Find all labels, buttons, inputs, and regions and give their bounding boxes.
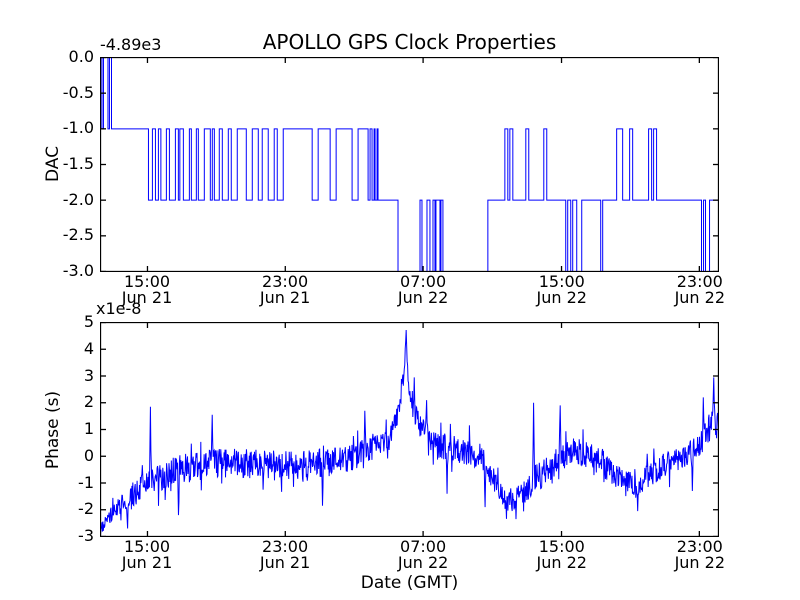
dac-y-tick-label: -2.5 — [62, 225, 94, 245]
tick-time-text: 15:00 — [538, 537, 585, 556]
phase-plot-canvas — [100, 322, 719, 537]
phase-y-tick-label: 3 — [83, 365, 94, 385]
phase-y-tick-label: 5 — [83, 312, 94, 331]
phase-y-tick-label: 2 — [83, 392, 94, 412]
dac-x-tick-label: 07:00 Jun 22 — [383, 274, 463, 306]
phase-y-tick-label: 0 — [83, 445, 94, 465]
phase-x-tick-label: 15:00 Jun 22 — [522, 539, 602, 571]
phase-y-tick-label: -3 — [78, 526, 94, 545]
tick-time-text: 15:00 — [123, 537, 171, 556]
tick-time-text: 15:00 — [123, 272, 171, 291]
tick-time-text: 23:00 — [262, 537, 309, 556]
dac-series-line — [100, 57, 719, 272]
tick-time-text: 07:00 — [400, 272, 447, 291]
phase-series-line — [100, 329, 719, 536]
dac-y-tick-label: -3.0 — [62, 261, 94, 280]
tick-date-text: Jun 22 — [674, 553, 726, 572]
phase-x-tick-label: 23:00 Jun 22 — [660, 539, 740, 571]
dac-y-tick-label: -0.5 — [62, 82, 94, 102]
tick-time-text: 23:00 — [676, 537, 723, 556]
tick-date-text: Jun 22 — [674, 288, 726, 307]
phase-x-tick-label: 15:00 Jun 21 — [107, 539, 187, 571]
dac-plot-canvas — [100, 57, 719, 272]
phase-x-tick-label: 23:00 Jun 21 — [245, 539, 325, 571]
phase-plot-border — [100, 322, 719, 537]
tick-time-text: 23:00 — [676, 272, 723, 291]
phase-axis-offset-text: x1e-8 — [96, 299, 142, 318]
dac-x-tick-label: 15:00 Jun 22 — [522, 274, 602, 306]
dac-axis-offset-text: -4.89e3 — [100, 35, 162, 54]
figure-title: APOLLO GPS Clock Properties — [262, 30, 557, 54]
phase-x-tick-label: 07:00 Jun 22 — [383, 539, 463, 571]
tick-time-text: 15:00 — [538, 272, 585, 291]
dac-plot-border — [100, 57, 719, 272]
dac-y-tick-label: -1.5 — [62, 154, 94, 173]
tick-date-text: Jun 22 — [397, 553, 449, 572]
phase-y-tick-label: -1 — [78, 472, 94, 492]
tick-date-text: Jun 22 — [536, 553, 587, 572]
dac-x-tick-label: 23:00 Jun 22 — [660, 274, 740, 306]
dac-x-tick-label: 23:00 Jun 21 — [245, 274, 325, 306]
tick-date-text: Jun 21 — [259, 288, 311, 307]
phase-y-tick-label: 1 — [83, 419, 94, 438]
phase-y-tick-label: 4 — [83, 338, 94, 358]
x-axis-label: Date (GMT) — [360, 573, 459, 593]
tick-date-text: Jun 21 — [259, 553, 311, 572]
dac-y-tick-label: -2.0 — [62, 189, 94, 209]
tick-date-text: Jun 21 — [121, 288, 173, 307]
phase-y-tick-label: -2 — [78, 499, 94, 519]
dac-y-tick-label: -1.0 — [62, 118, 94, 138]
dac-x-tick-label: 15:00 Jun 21 — [107, 274, 187, 306]
tick-time-text: 07:00 — [400, 537, 447, 556]
tick-date-text: Jun 22 — [536, 288, 587, 307]
tick-date-text: Jun 22 — [397, 288, 449, 307]
tick-date-text: Jun 21 — [121, 553, 173, 572]
tick-time-text: 23:00 — [262, 272, 309, 291]
dac-y-tick-label: 0.0 — [68, 47, 94, 66]
